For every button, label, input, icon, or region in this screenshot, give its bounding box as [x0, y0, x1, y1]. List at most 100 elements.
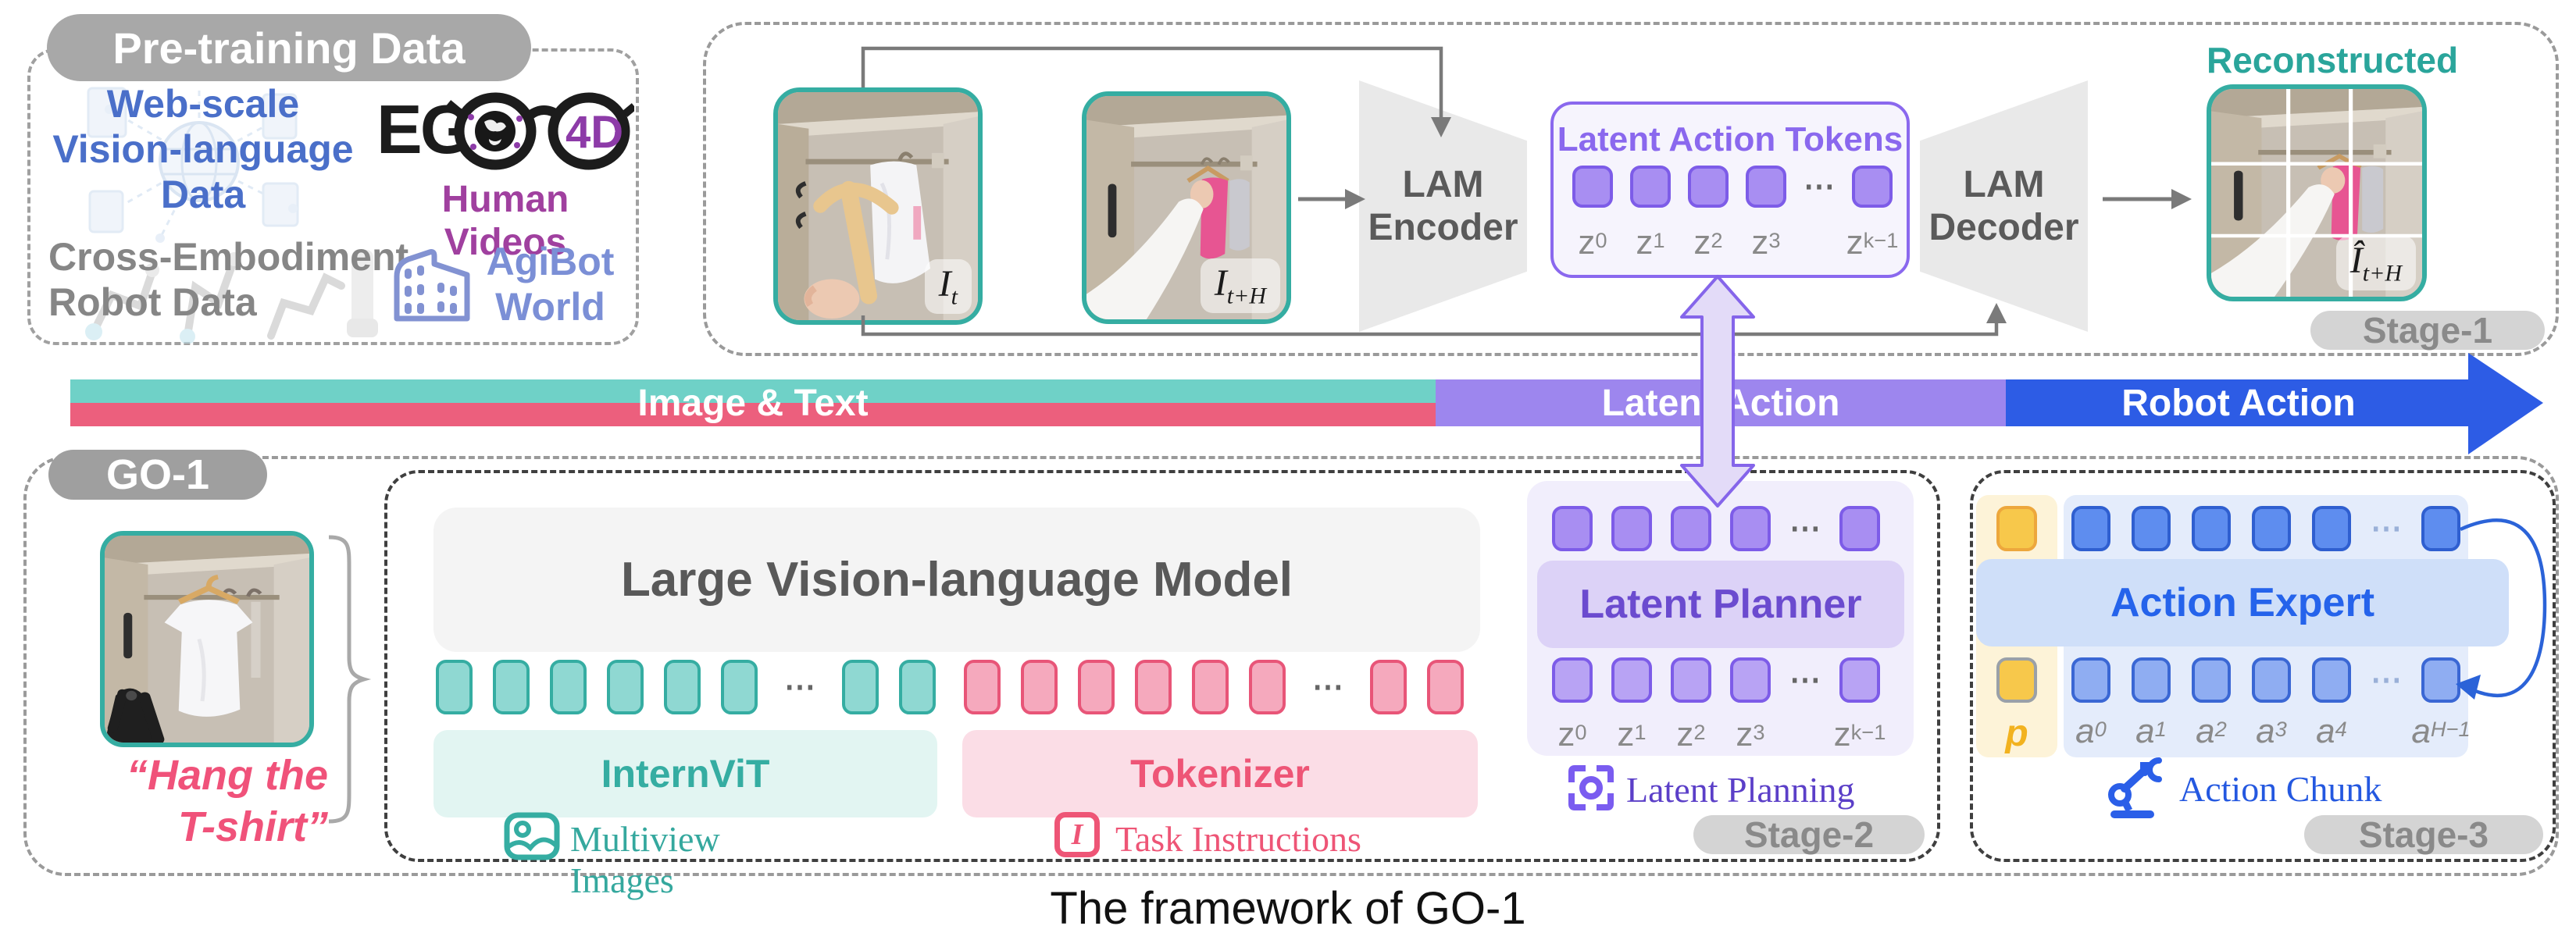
vision-token: [550, 660, 587, 714]
robot-gripper: [105, 688, 165, 743]
go1-panel: [23, 456, 2559, 876]
tokenizer-block: Tokenizer: [962, 730, 1478, 817]
multiview-images-icon: [504, 812, 560, 860]
latent-token: [1611, 506, 1652, 551]
cross-embodiment-label: Cross-Embodiment Robot Data: [48, 235, 409, 324]
observation-image-t-plus-h: It+H: [1082, 91, 1291, 324]
action-token: [2192, 506, 2231, 551]
stage1-panel: [703, 22, 2559, 356]
task-instructions-icon: I: [1054, 812, 1100, 857]
latent-token: [1671, 506, 1711, 551]
text-token-row: ⋯: [964, 660, 1464, 714]
latent-token: [1730, 657, 1771, 703]
frame-t-label: It: [924, 259, 972, 314]
action-token: [2071, 657, 2110, 703]
vision-token: [493, 660, 530, 714]
text-token: [964, 660, 1001, 714]
ellipsis: ⋯: [784, 670, 815, 704]
vision-token: [436, 660, 473, 714]
action-token: [2252, 657, 2291, 703]
vision-token: [842, 660, 879, 714]
reconstruction-grid: [2211, 89, 2422, 297]
planner-input-token-row: ⋯: [1552, 506, 1880, 551]
ego4d-logo-icon: EG 4D: [376, 91, 634, 170]
recon-frame-label: Ît+H: [2335, 236, 2416, 290]
ellipsis: ⋯: [2371, 663, 2402, 697]
latent-planning-label: Latent Planning: [1626, 770, 1855, 810]
frame-th-label: It+H: [1200, 258, 1280, 313]
text-token: [1249, 660, 1286, 714]
text-token: [1021, 660, 1058, 714]
go1-title-pill: GO-1: [48, 450, 267, 500]
go1-input-image: [100, 531, 314, 747]
action-token: [2421, 657, 2460, 703]
vision-token-row: ⋯: [436, 660, 936, 714]
text-token: [1192, 660, 1229, 714]
robot-arm-icon: [2108, 757, 2162, 818]
ego4d-4d-text: 4D: [566, 107, 623, 158]
stage2-pill: Stage-2: [1693, 814, 1925, 855]
ellipsis: ⋯: [1789, 511, 1821, 546]
multiview-images-label: Multiview Images: [570, 819, 720, 900]
timeline-latent-action-segment: Latent Action: [1436, 379, 2006, 426]
vision-token: [899, 660, 936, 714]
timeline-robot-action-segment: Robot Action: [2006, 379, 2471, 426]
action-token: [2192, 657, 2231, 703]
latent-token: [1730, 506, 1771, 551]
task-instructions-label: Task Instructions: [1115, 819, 1361, 859]
text-token: [1370, 660, 1407, 714]
stage3-panel: [1970, 470, 2556, 862]
vision-token: [664, 660, 701, 714]
latent-token: [1552, 657, 1593, 703]
stage1-pill: Stage-1: [2310, 310, 2545, 351]
text-token: [1427, 660, 1464, 714]
action-token: [2132, 657, 2171, 703]
latent-token: [1611, 657, 1652, 703]
agibot-colosseum-icon: [394, 249, 470, 322]
planner-output-token-row: ⋯: [1552, 657, 1880, 703]
action-token: [2312, 506, 2351, 551]
pretraining-title: Pre-training Data: [112, 23, 466, 73]
latent-token: [1839, 657, 1880, 703]
text-token: [1078, 660, 1115, 714]
latent-planner-block: Latent Planner: [1537, 561, 1904, 648]
agibot-world-label: AgiBot World: [486, 240, 615, 329]
proprio-label: p: [2005, 713, 2028, 754]
action-token: [2252, 506, 2291, 551]
reconstructed-label: Reconstructed: [2207, 40, 2459, 80]
action-input-token-row: ⋯: [2071, 506, 2460, 551]
figure-caption: The framework of GO-1: [1050, 883, 1526, 934]
latent-token: [1839, 506, 1880, 551]
robot-action-arrowhead: [2468, 353, 2543, 454]
latent-action-token-row: ⋯: [1572, 166, 1893, 208]
ellipsis: ⋯: [2371, 511, 2402, 546]
stage3-pill: Stage-3: [2304, 814, 2543, 855]
timeline-image-text-segment: Image & Text: [70, 379, 1436, 426]
latent-token: [1572, 166, 1613, 208]
robot-arms-collage: [85, 250, 378, 344]
action-output-token-row: ⋯: [2071, 657, 2460, 703]
latent-planning-icon: [1568, 765, 1614, 810]
latent-token: [1746, 166, 1786, 208]
latent-token: [1688, 166, 1729, 208]
latent-action-tokens-title: Latent Action Tokens: [1557, 120, 1903, 158]
action-token: [2421, 506, 2460, 551]
human-videos-label: Human Videos: [441, 179, 569, 263]
vision-token: [721, 660, 758, 714]
proprio-token-output: [1996, 657, 2037, 703]
web-scale-data-label: Web-scale Vision-language Data: [52, 82, 354, 216]
task-instruction-text: “Hang the T-shirt”: [126, 752, 328, 850]
pretraining-title-pill: Pre-training Data: [47, 14, 531, 81]
stage2-panel: [384, 470, 1940, 862]
action-token: [2312, 657, 2351, 703]
ellipsis: ⋯: [1804, 169, 1835, 204]
wardrobe-photo-gripper: [105, 536, 309, 743]
action-expert-block: Action Expert: [1976, 559, 2509, 646]
text-token: [1135, 660, 1172, 714]
proprio-token: [1996, 506, 2037, 551]
lvlm-block: Large Vision-language Model: [433, 508, 1480, 652]
action-token: [2071, 506, 2110, 551]
